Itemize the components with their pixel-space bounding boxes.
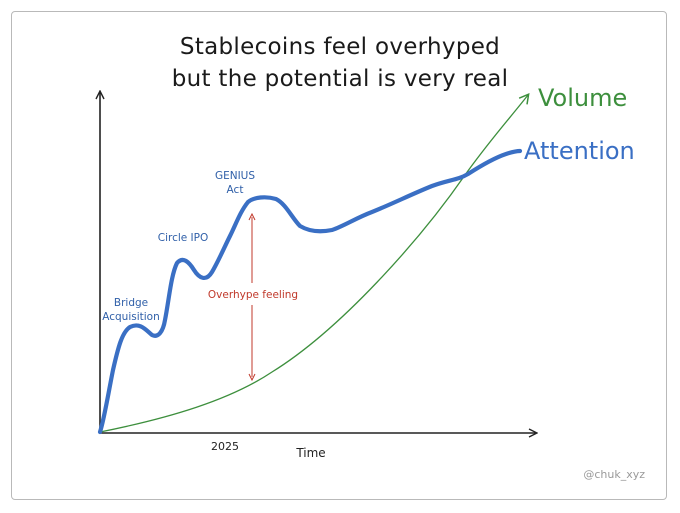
chart-title-line-2: but the potential is very real bbox=[171, 66, 509, 92]
annotation-genius-line1: GENIUS bbox=[215, 170, 255, 182]
x-tick-label: 2025 bbox=[211, 440, 239, 453]
annotation-bridge-line2: Acquisition bbox=[102, 311, 160, 323]
figure-frame bbox=[11, 11, 667, 500]
volume-line bbox=[99, 92, 530, 433]
chart-title-line-1: Stablecoins feel overhyped bbox=[179, 34, 501, 60]
attention-line bbox=[97, 148, 523, 435]
annotation-circle-ipo: Circle IPO bbox=[158, 232, 209, 244]
annotation-overhype: Overhype feeling bbox=[208, 289, 298, 301]
annotation-genius-line2: Act bbox=[227, 184, 244, 196]
watermark: @chuk_xyz bbox=[583, 468, 645, 481]
annotation-bridge-line1: Bridge bbox=[114, 297, 148, 309]
attention-label: Attention bbox=[524, 137, 635, 165]
volume-label: Volume bbox=[538, 84, 627, 112]
x-axis-label: Time bbox=[295, 446, 325, 460]
